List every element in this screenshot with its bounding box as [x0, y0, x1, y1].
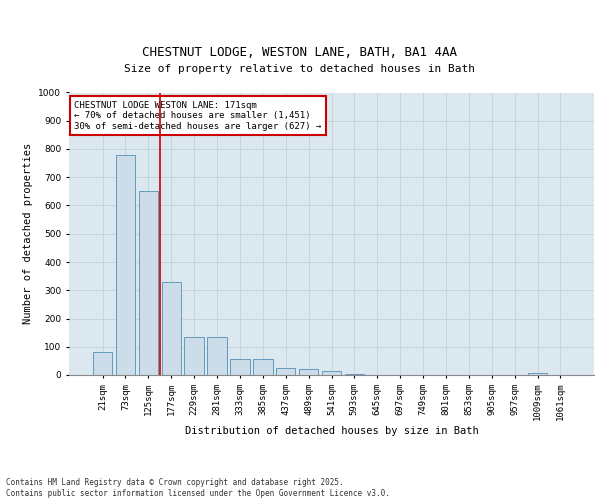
Bar	[139, 192, 158, 375]
Bar	[253, 359, 272, 375]
Text: Size of property relative to detached houses in Bath: Size of property relative to detached ho…	[125, 64, 476, 74]
Bar	[93, 352, 112, 375]
Bar	[528, 373, 547, 375]
Bar	[322, 371, 341, 375]
Bar	[161, 282, 181, 375]
Bar	[116, 154, 135, 375]
X-axis label: Distribution of detached houses by size in Bath: Distribution of detached houses by size …	[185, 426, 478, 436]
Bar	[344, 374, 364, 375]
Text: CHESTNUT LODGE WESTON LANE: 171sqm
← 70% of detached houses are smaller (1,451)
: CHESTNUT LODGE WESTON LANE: 171sqm ← 70%…	[74, 101, 322, 131]
Bar	[184, 337, 204, 375]
Y-axis label: Number of detached properties: Number of detached properties	[23, 143, 33, 324]
Bar	[208, 337, 227, 375]
Text: CHESTNUT LODGE, WESTON LANE, BATH, BA1 4AA: CHESTNUT LODGE, WESTON LANE, BATH, BA1 4…	[143, 46, 458, 59]
Bar	[276, 368, 295, 375]
Text: Contains HM Land Registry data © Crown copyright and database right 2025.
Contai: Contains HM Land Registry data © Crown c…	[6, 478, 390, 498]
Bar	[299, 370, 319, 375]
Bar	[230, 359, 250, 375]
